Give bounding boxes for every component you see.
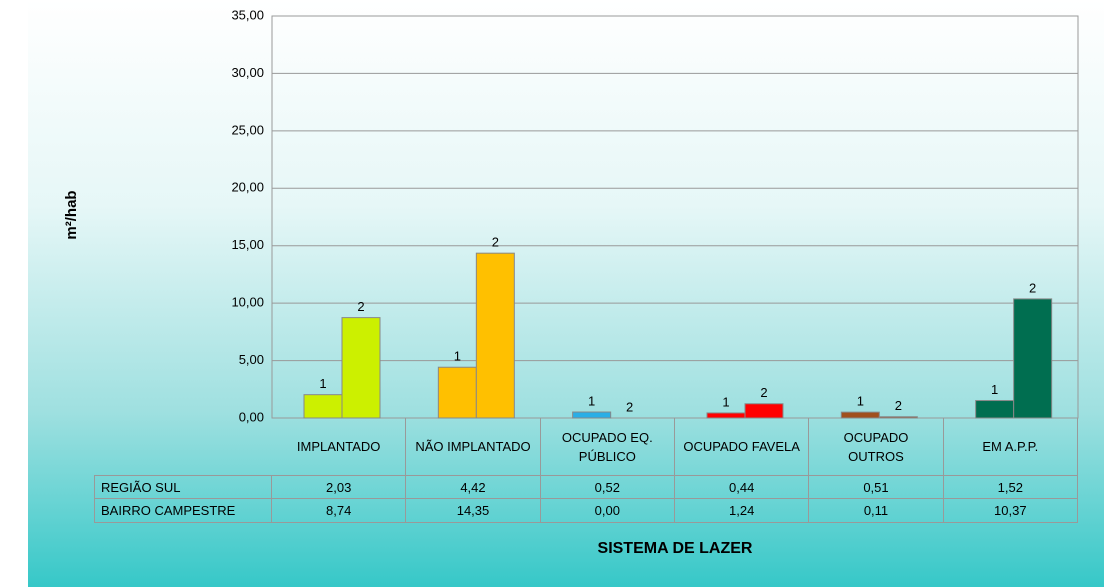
bar — [475, 252, 515, 419]
y-tick-label: 25,00 — [231, 122, 264, 137]
table-value: 0,11 — [809, 499, 944, 523]
bar-label: 1 — [454, 349, 461, 364]
legend-entry: BAIRRO CAMPESTRE — [94, 499, 272, 523]
bar-label: 1 — [857, 394, 864, 409]
bar-label: 2 — [760, 385, 767, 400]
bar — [572, 411, 612, 419]
bar-label: 2 — [895, 398, 902, 413]
bar-label: 2 — [626, 399, 633, 414]
bar-label: 1 — [991, 382, 998, 397]
bar — [840, 411, 880, 419]
category-label: OCUPADO EQ. PÚBLICO — [541, 418, 675, 475]
y-tick-label: 30,00 — [231, 65, 264, 80]
bar-label: 2 — [1029, 280, 1036, 295]
bar-label: 1 — [319, 376, 326, 391]
bar — [341, 317, 381, 419]
y-tick-label: 15,00 — [231, 237, 264, 252]
y-tick-label: 20,00 — [231, 180, 264, 195]
table-value: 14,35 — [406, 499, 541, 523]
table-value: 4,42 — [406, 475, 541, 499]
table-value: 1,24 — [675, 499, 810, 523]
bar — [975, 400, 1015, 419]
background — [28, 0, 1104, 587]
table-value: 10,37 — [943, 499, 1078, 523]
table-value: 1,52 — [943, 475, 1078, 499]
bar — [878, 416, 918, 419]
category-label: IMPLANTADO — [272, 418, 407, 475]
table-value: 2,03 — [272, 475, 407, 499]
bar-label: 1 — [722, 394, 729, 409]
bar-label: 1 — [588, 393, 595, 408]
y-tick-label: 0,00 — [239, 409, 264, 424]
bar — [437, 366, 477, 419]
table-value: 0,00 — [540, 499, 675, 523]
bar-label: 2 — [357, 299, 364, 314]
category-label: OCUPADO FAVELA — [675, 418, 810, 475]
table-value: 0,52 — [540, 475, 675, 499]
table-value: 8,74 — [272, 499, 407, 523]
category-label: NÃO IMPLANTADO — [406, 418, 541, 475]
category-label: EM A.P.P. — [944, 418, 1078, 475]
table-value: 0,44 — [675, 475, 810, 499]
bar — [303, 394, 343, 419]
bar-label: 2 — [492, 235, 499, 250]
table-value: 0,51 — [809, 475, 944, 499]
legend-entry: REGIÃO SUL — [94, 475, 272, 499]
y-axis-title: m²/hab — [63, 190, 80, 239]
plot-border — [271, 15, 1079, 419]
bar — [744, 403, 784, 419]
bar — [1013, 298, 1053, 419]
y-tick-label: 5,00 — [239, 352, 264, 367]
category-label: OCUPADO OUTROS — [809, 418, 944, 475]
y-tick-label: 10,00 — [231, 295, 264, 310]
x-axis-title: SISTEMA DE LAZER — [598, 540, 753, 557]
y-tick-label: 35,00 — [231, 7, 264, 22]
